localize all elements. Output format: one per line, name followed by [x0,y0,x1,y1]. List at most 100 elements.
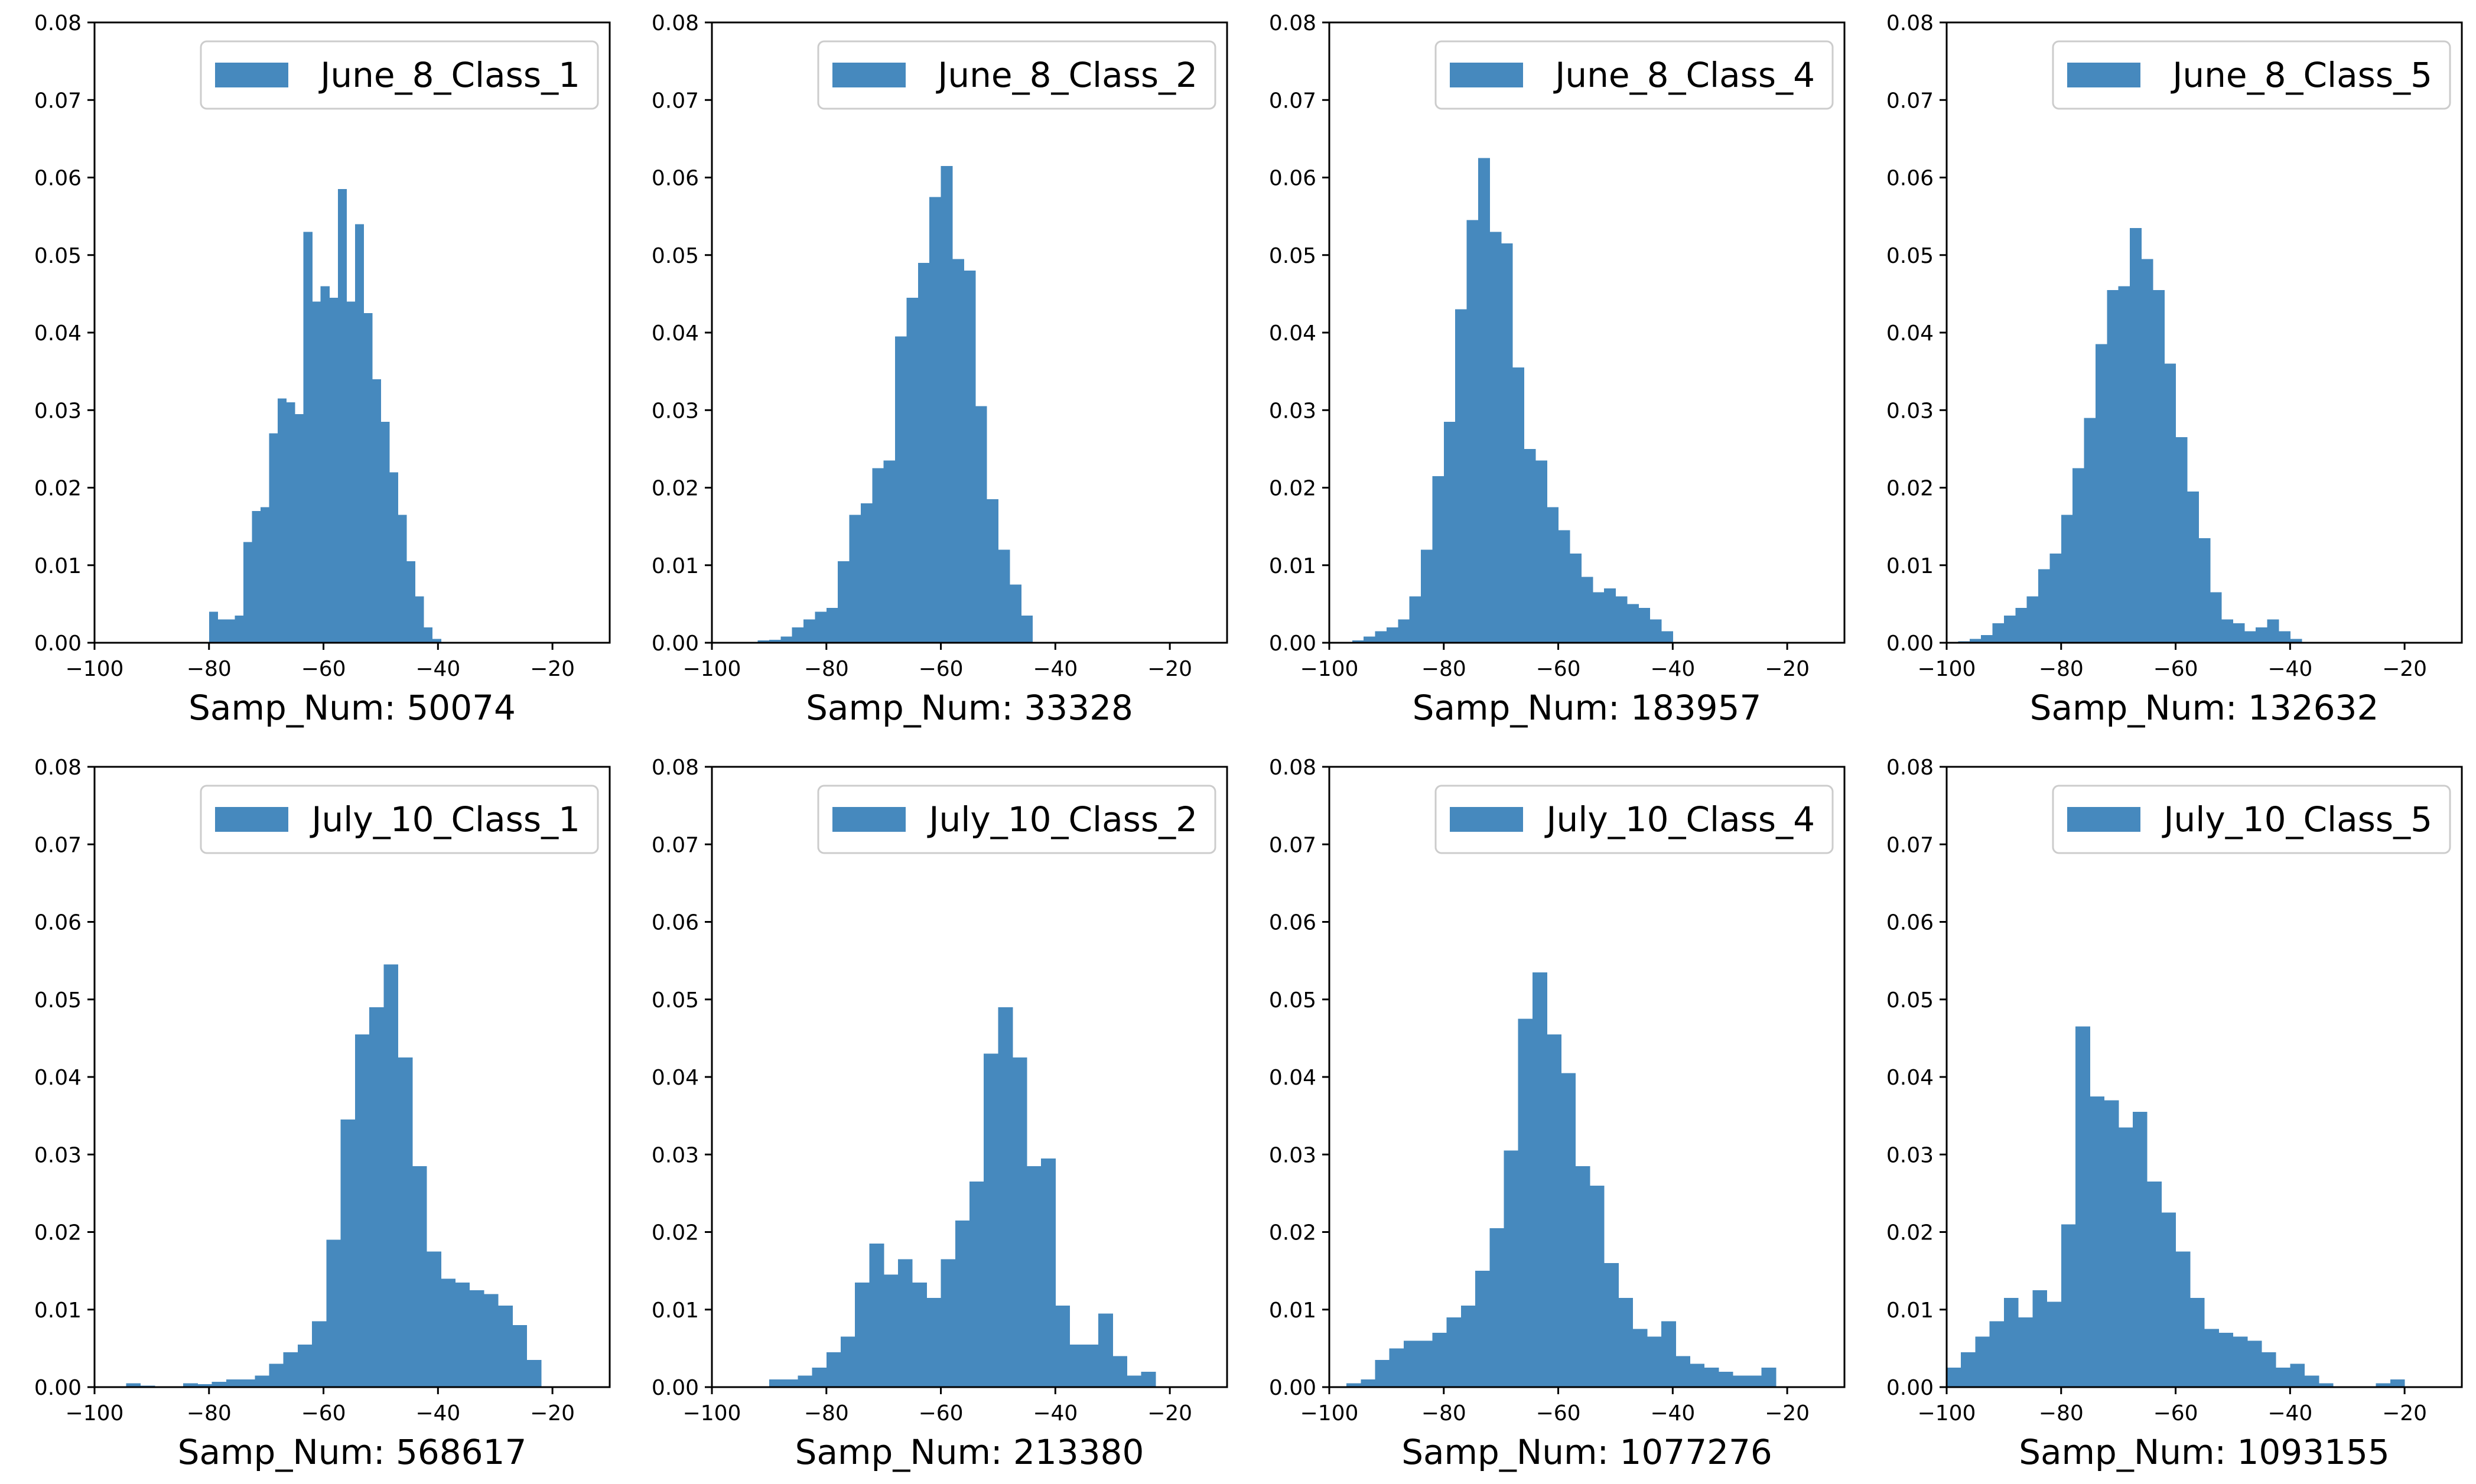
histogram-bar [2061,1224,2076,1388]
histogram-bar [1398,619,1410,643]
legend-box [2052,785,2451,854]
histogram-bar [212,1381,227,1387]
histogram-bar [1084,1344,1099,1387]
x-tick-label: −60 [301,1401,346,1426]
histogram-bar [286,402,295,643]
x-tick-label: −40 [1033,657,1078,681]
y-tick-label: 0.06 [1886,911,1934,935]
histogram-bar [2084,418,2096,643]
x-tick-label: −100 [1300,657,1359,681]
y-tick-label: 0.04 [1269,321,1316,346]
histogram-bar [926,1298,942,1387]
x-tick-label: −80 [1421,1401,1466,1426]
histogram-bar [1638,607,1651,643]
histogram-bar [869,1244,884,1387]
x-tick-label: −100 [1918,1401,1976,1426]
histogram-bar [126,1383,141,1387]
histogram-bar [1403,1340,1418,1387]
histogram-bar [1704,1368,1719,1387]
histogram-bar [2247,1340,2262,1387]
y-tick-label: 0.06 [652,911,699,935]
histogram-bar [2104,1100,2119,1388]
x-tick-label: −20 [2382,657,2427,681]
histogram-bar [398,1057,413,1387]
histogram-bar [1055,1306,1071,1387]
x-axis-label: Samp_Num: 132632 [2030,688,2379,728]
y-tick-label: 0.06 [1269,911,1316,935]
histogram-bar [398,515,407,643]
histogram-bar [1475,1271,1490,1388]
histogram-bar [1512,367,1525,643]
histogram-bar [1375,1360,1390,1387]
y-tick-label: 0.05 [1886,988,1934,1013]
histogram-bar [2152,289,2165,643]
legend: June_8_Class_4 [1434,40,1834,110]
histogram-bar [1989,1321,2005,1387]
histogram-bar [917,262,930,643]
histogram-bar [346,301,356,643]
histogram-bar [2132,1112,2148,1387]
histogram-panel-4: 0.00 0.01 0.02 0.03 0.04 0.05 0.06 0.07 0.08 −100… [1886,11,2463,728]
histogram-bar [1592,592,1605,643]
histogram-bar [783,1379,798,1388]
y-tick-label: 0.03 [652,399,699,423]
histogram-bar [2189,1298,2205,1387]
legend-box [200,40,599,110]
legend-label: July_10_Class_1 [310,799,580,839]
histogram-bar [283,1352,298,1387]
x-tick-label: −20 [1765,1401,1810,1426]
histogram-bar [498,1306,513,1387]
y-tick-label: 0.02 [1269,1221,1316,1245]
histogram-panel-7: 0.00 0.01 0.02 0.03 0.04 0.05 0.06 0.07 0.08 −100… [1269,756,1846,1472]
histogram-bar [1575,1166,1590,1387]
histogram-bar [2130,227,2142,643]
histogram-bar [303,232,313,643]
y-tick-label: 0.04 [34,1066,82,1090]
histogram-bar [1069,1344,1085,1387]
x-tick-label: −100 [1918,657,1976,681]
x-tick-label: −60 [2153,657,2198,681]
y-tick-label: 0.00 [1269,632,1316,656]
histogram-bar [1432,476,1444,643]
x-axis-label: Samp_Num: 183957 [1413,688,1762,728]
y-tick-label: 0.04 [652,1066,699,1090]
legend-label: June_8_Class_4 [1553,55,1815,95]
x-tick-label: −100 [66,1401,124,1426]
histogram-panel-3: 0.00 0.01 0.02 0.03 0.04 0.05 0.06 0.07 0.08 −100… [1269,11,1846,728]
legend-swatch [832,63,906,87]
histogram-bar [1558,530,1570,643]
y-tick-label: 0.04 [1269,1066,1316,1090]
histogram-bar [2095,344,2107,643]
histogram-bar [860,503,873,643]
histogram-bar [512,1325,528,1387]
histogram-bar [2204,1329,2219,1387]
histogram-bar [2046,1301,2062,1388]
histogram-bar [1535,460,1547,643]
histogram-bar [2218,1333,2234,1388]
histogram-bar [260,507,270,643]
histogram-bar [269,433,278,643]
histogram-bar [1581,577,1593,643]
histogram-bar [838,561,850,643]
histogram-bar [769,1379,784,1388]
y-tick-label: 0.03 [1269,399,1316,423]
histogram-bar [297,1344,313,1387]
y-tick-label: 0.08 [1886,756,1934,780]
y-tick-label: 0.08 [34,756,82,780]
histogram-bar [269,1363,284,1388]
histogram-bar [975,406,987,643]
histogram-bar [897,1259,913,1387]
histogram-bar [1661,631,1673,643]
histogram-bar [872,468,884,643]
histogram-bar [1141,1371,1156,1387]
y-tick-label: 0.00 [652,1376,699,1400]
legend-box [2052,40,2451,110]
y-tick-label: 0.00 [1886,632,1934,656]
legend-swatch [215,63,288,87]
histogram-bar [1460,1306,1476,1387]
x-tick-label: −40 [1033,1401,1078,1426]
histogram-bar [2175,437,2188,643]
histogram-bar [2304,1375,2319,1387]
histogram-bar [952,259,964,643]
histogram-bar [1615,596,1628,643]
